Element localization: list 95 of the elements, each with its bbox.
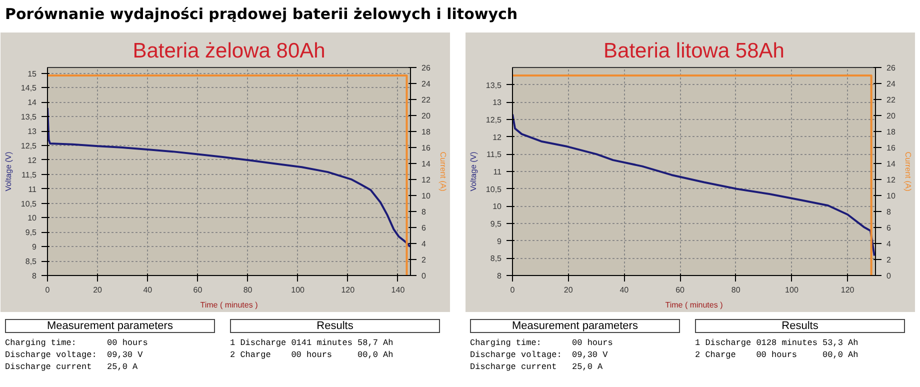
y-tick-label: 14,5: [20, 84, 38, 93]
y2-tick-label: 4: [886, 240, 892, 248]
y-tick-label: 8,5: [490, 254, 502, 264]
x-tick-label: 100: [291, 286, 306, 294]
y-tick-label: 15: [28, 69, 38, 78]
y-tick-label: 14: [28, 98, 38, 108]
y2-tick-label: 14: [422, 160, 431, 168]
y-tick-label: 12: [28, 156, 38, 165]
y2-tick-label: 2: [886, 256, 892, 264]
y2-axis-title: Current (A): [438, 152, 448, 192]
y2-tick-label: 12: [422, 176, 431, 184]
y2-tick-label: 10: [422, 192, 431, 200]
y-tick-label: 11,5: [22, 170, 38, 180]
text: Results: [230, 319, 440, 333]
y-tick-label: 9,5: [490, 220, 502, 228]
text: 1 Discharge 0141 minutes 58,7 Ah: [230, 337, 394, 349]
x-axis-title: Time ( minutes ): [200, 300, 258, 310]
y2-tick-label: 16: [422, 144, 431, 152]
text: Charging time: 00 hours: [470, 337, 614, 349]
line-series: [512, 113, 876, 257]
y2-tick-label: 26: [422, 64, 431, 72]
x-tick-label: 80: [731, 286, 741, 294]
y2-tick-label: 6: [422, 224, 426, 232]
text: 2 Charge 00 hours 00,0 Ah: [695, 349, 860, 361]
y-tick-label: 8: [497, 272, 502, 280]
y2-tick-label: 8: [886, 208, 892, 216]
y-tick-label: 13: [492, 98, 502, 108]
y-tick-label: 11: [493, 168, 502, 176]
y2-tick-label: 14: [886, 160, 896, 168]
text: 2 Charge 00 hours 00,0 Ah: [230, 349, 394, 361]
y-tick-label: 9,5: [25, 228, 38, 238]
text: Results: [695, 319, 905, 333]
y2-tick-label: 24: [886, 80, 896, 88]
y2-tick-label: 0: [886, 272, 892, 280]
y2-tick-label: 18: [886, 128, 896, 136]
y-tick-label: 13,5: [20, 112, 38, 122]
text: Discharge current 25,0 A: [470, 361, 604, 373]
y2-tick-label: 22: [886, 96, 896, 104]
x-axis-title: Time ( minutes ): [665, 300, 724, 310]
y-tick-label: 9: [32, 242, 38, 252]
y-tick-label: 12,5: [20, 142, 38, 150]
x-tick-label: 100: [785, 286, 799, 294]
text: 1 Discharge 0128 minutes 53,3 Ah: [695, 337, 860, 349]
y2-tick-label: 6: [886, 224, 892, 232]
text: Measurement parameters: [5, 319, 215, 333]
y-tick-label: 10: [28, 214, 38, 223]
y-tick-label: 10: [492, 202, 502, 212]
y-tick-label: 8: [32, 272, 38, 280]
y2-tick-label: 24: [422, 80, 431, 88]
y2-tick-label: 2: [422, 256, 426, 264]
x-tick-label: 40: [620, 286, 630, 294]
y-axis-title: Voltage (V): [4, 151, 13, 192]
x-tick-label: 20: [93, 286, 103, 294]
y2-tick-label: 4: [422, 240, 426, 248]
x-tick-label: 20: [564, 286, 574, 294]
y-tick-label: 8,5: [25, 257, 38, 266]
y-axis-title: Voltage (V): [468, 151, 478, 192]
y-tick-label: 12: [492, 132, 502, 142]
x-tick-label: 80: [243, 286, 253, 294]
y2-tick-label: 20: [422, 112, 431, 120]
x-tick-label: 120: [341, 286, 356, 294]
x-tick-label: 0: [510, 286, 516, 294]
chart-title: Bateria żelowa 80Ah: [132, 40, 326, 62]
y2-tick-label: 10: [886, 192, 896, 200]
text: Porównanie wydajności prądowej baterii żelowych i litowych: [5, 5, 518, 23]
x-tick-label: 60: [676, 286, 686, 294]
y2-tick-label: 26: [886, 64, 896, 72]
x-tick-label: 0: [45, 286, 50, 294]
text: Discharge voltage: 09,30 V: [5, 349, 144, 361]
y-tick-label: 13: [28, 127, 38, 136]
y2-tick-label: 0: [422, 272, 426, 280]
y-tick-label: 10,5: [20, 199, 38, 208]
x-tick-label: 120: [840, 286, 855, 294]
y2-tick-label: 20: [886, 112, 896, 120]
text: Charging time: 00 hours: [5, 337, 149, 349]
y-tick-label: 9: [497, 236, 502, 246]
x-tick-label: 40: [143, 286, 153, 294]
text: Discharge voltage: 09,30 V: [470, 349, 609, 361]
y-tick-label: 12,5: [486, 116, 502, 124]
y2-tick-label: 12: [886, 176, 896, 184]
y-tick-label: 13,5: [486, 80, 502, 90]
y-tick-label: 10,5: [486, 184, 502, 194]
y2-axis-title: Current (A): [903, 152, 912, 192]
x-tick-label: 140: [391, 286, 406, 294]
y2-tick-label: 16: [886, 144, 896, 152]
chart-title: Bateria litowa 58Ah: [604, 40, 784, 62]
text: Discharge current 25,0 A: [5, 361, 139, 373]
x-tick-label: 60: [193, 286, 203, 294]
y2-tick-label: 8: [422, 208, 426, 216]
y-tick-label: 11,5: [486, 150, 502, 160]
y2-tick-label: 18: [422, 128, 431, 136]
line-series: [48, 106, 410, 248]
y2-tick-label: 22: [422, 96, 431, 104]
text: Measurement parameters: [470, 319, 680, 333]
y-tick-label: 11: [28, 184, 38, 194]
